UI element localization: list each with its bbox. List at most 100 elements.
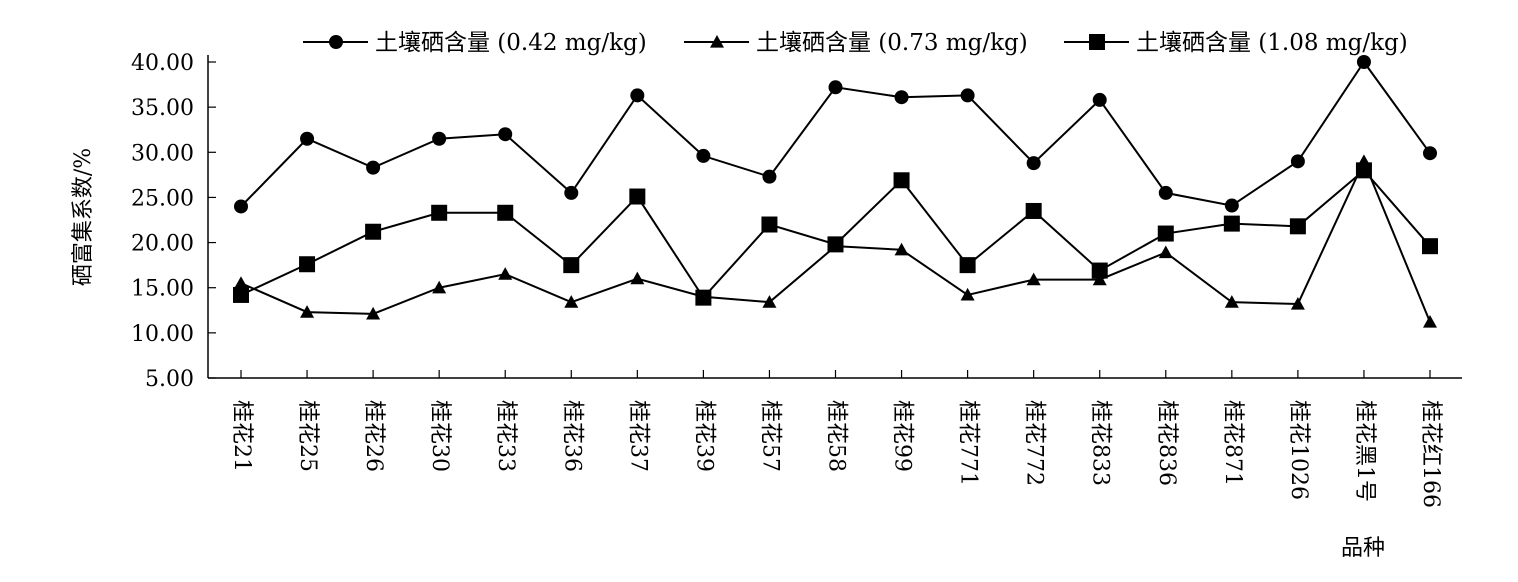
x-tick-label: 桂花871 xyxy=(1220,400,1245,486)
data-point-triangle xyxy=(960,287,975,301)
data-point-square xyxy=(233,286,249,303)
x-tick-label: 桂花36 xyxy=(559,400,584,472)
data-point-circle xyxy=(762,169,777,184)
y-tick-label: 40.00 xyxy=(131,51,194,76)
data-point-circle xyxy=(366,160,381,175)
data-point-triangle xyxy=(1026,272,1041,286)
y-tick-label: 30.00 xyxy=(131,141,194,166)
y-axis-title: 硒富集系数/% xyxy=(71,148,96,286)
data-point-triangle xyxy=(710,35,724,48)
data-point-triangle xyxy=(1158,245,1173,259)
data-point-triangle xyxy=(366,306,381,320)
legend-item: 土壤硒含量 (1.08 mg/kg) xyxy=(1064,30,1408,56)
series-group xyxy=(233,55,1438,328)
data-point-circle xyxy=(564,185,579,200)
data-point-circle xyxy=(1423,146,1437,161)
data-point-square xyxy=(827,236,844,253)
legend-label: 土壤硒含量 (0.73 mg/kg) xyxy=(756,30,1028,56)
data-point-square xyxy=(1025,202,1042,219)
data-point-square xyxy=(497,204,514,221)
data-point-square xyxy=(1091,262,1108,279)
data-point-triangle xyxy=(894,242,909,256)
y-tick-label: 15.00 xyxy=(131,277,194,302)
data-point-square xyxy=(959,257,976,274)
data-point-square xyxy=(695,289,712,306)
data-point-triangle xyxy=(1290,296,1305,310)
legend: 土壤硒含量 (0.42 mg/kg) 土壤硒含量 (0.73 mg/kg) 土壤硒含… xyxy=(303,30,1408,56)
data-point-triangle xyxy=(498,267,513,280)
data-point-square xyxy=(629,188,646,205)
data-point-square xyxy=(1089,34,1105,50)
legend-item: 土壤硒含量 (0.73 mg/kg) xyxy=(684,30,1028,56)
data-point-square xyxy=(1289,218,1306,235)
data-point-circle xyxy=(1158,185,1173,200)
data-point-circle xyxy=(498,127,513,142)
series-square xyxy=(233,162,1438,306)
data-point-circle xyxy=(1026,156,1041,171)
y-tick-label: 5.00 xyxy=(145,367,194,392)
data-point-square xyxy=(1355,162,1372,179)
data-point-square xyxy=(1223,215,1240,232)
x-tick-label: 桂花25 xyxy=(295,400,320,472)
data-point-circle xyxy=(300,131,315,146)
legend-label: 土壤硒含量 (0.42 mg/kg) xyxy=(375,30,647,56)
data-point-triangle xyxy=(630,271,645,285)
x-tick-label: 桂花39 xyxy=(691,400,716,472)
x-tick-label: 桂花772 xyxy=(1022,400,1047,486)
data-point-circle xyxy=(630,88,645,103)
x-tick-label: 桂花57 xyxy=(757,400,782,472)
data-point-circle xyxy=(696,148,711,163)
data-point-circle xyxy=(894,90,909,105)
data-point-square xyxy=(563,257,580,274)
series-line-square xyxy=(240,168,1431,300)
data-point-square xyxy=(893,172,910,189)
y-tick-label: 10.00 xyxy=(131,322,194,347)
x-tick-label: 桂花99 xyxy=(890,400,915,472)
data-point-triangle xyxy=(1423,315,1437,328)
x-tick-label: 桂花30 xyxy=(427,400,452,472)
data-point-triangle xyxy=(1092,272,1107,286)
x-tick-label: 桂花771 xyxy=(956,400,981,486)
data-point-circle xyxy=(432,131,447,146)
x-tick-label: 桂花21 xyxy=(229,400,254,472)
x-tick-label: 桂花37 xyxy=(625,400,650,472)
x-tick-label: 桂花836 xyxy=(1154,400,1179,486)
legend-item: 土壤硒含量 (0.42 mg/kg) xyxy=(303,30,647,56)
x-tick-label: 桂花1026 xyxy=(1286,400,1311,500)
data-point-circle xyxy=(1224,198,1239,213)
y-tick-label: 25.00 xyxy=(131,186,194,211)
y-tick-label: 35.00 xyxy=(131,96,194,121)
series-circle xyxy=(234,55,1437,214)
x-axis-ticks: 桂花21 桂花25 桂花26 桂花30 桂花33 桂花36 桂花37 桂花39 桂花57 桂花58… xyxy=(229,370,1443,508)
x-tick-label: 桂花33 xyxy=(493,400,518,472)
x-tick-label: 桂花26 xyxy=(361,400,386,472)
x-tick-label: 桂花58 xyxy=(824,400,849,472)
data-point-triangle xyxy=(234,276,248,289)
x-tick-label: 桂花黑1号 xyxy=(1352,400,1377,502)
data-point-square xyxy=(365,223,382,240)
data-point-circle xyxy=(1356,55,1371,69)
y-axis-ticks: 5.00 10.00 15.00 20.00 25.00 30.00 35.00 40.00 xyxy=(131,51,216,392)
data-point-circle xyxy=(828,80,843,95)
data-point-square xyxy=(1422,238,1438,255)
x-axis-title: 品种 xyxy=(1341,536,1385,561)
x-tick-label: 桂花红166 xyxy=(1418,400,1443,508)
x-tick-label: 桂花833 xyxy=(1088,400,1113,486)
data-point-square xyxy=(1157,225,1174,242)
data-point-square xyxy=(299,256,316,273)
y-tick-label: 20.00 xyxy=(131,232,194,257)
data-point-triangle xyxy=(432,280,447,294)
data-point-triangle xyxy=(1224,295,1239,308)
data-point-circle xyxy=(1092,92,1107,107)
data-point-circle xyxy=(234,199,248,214)
data-point-square xyxy=(431,204,448,221)
data-point-triangle xyxy=(564,295,579,308)
data-point-triangle xyxy=(300,305,315,318)
legend-label: 土壤硒含量 (1.08 mg/kg) xyxy=(1136,30,1408,56)
data-point-circle xyxy=(329,35,343,49)
data-point-triangle xyxy=(762,295,777,308)
data-point-circle xyxy=(960,88,975,103)
data-point-circle xyxy=(1290,154,1305,169)
